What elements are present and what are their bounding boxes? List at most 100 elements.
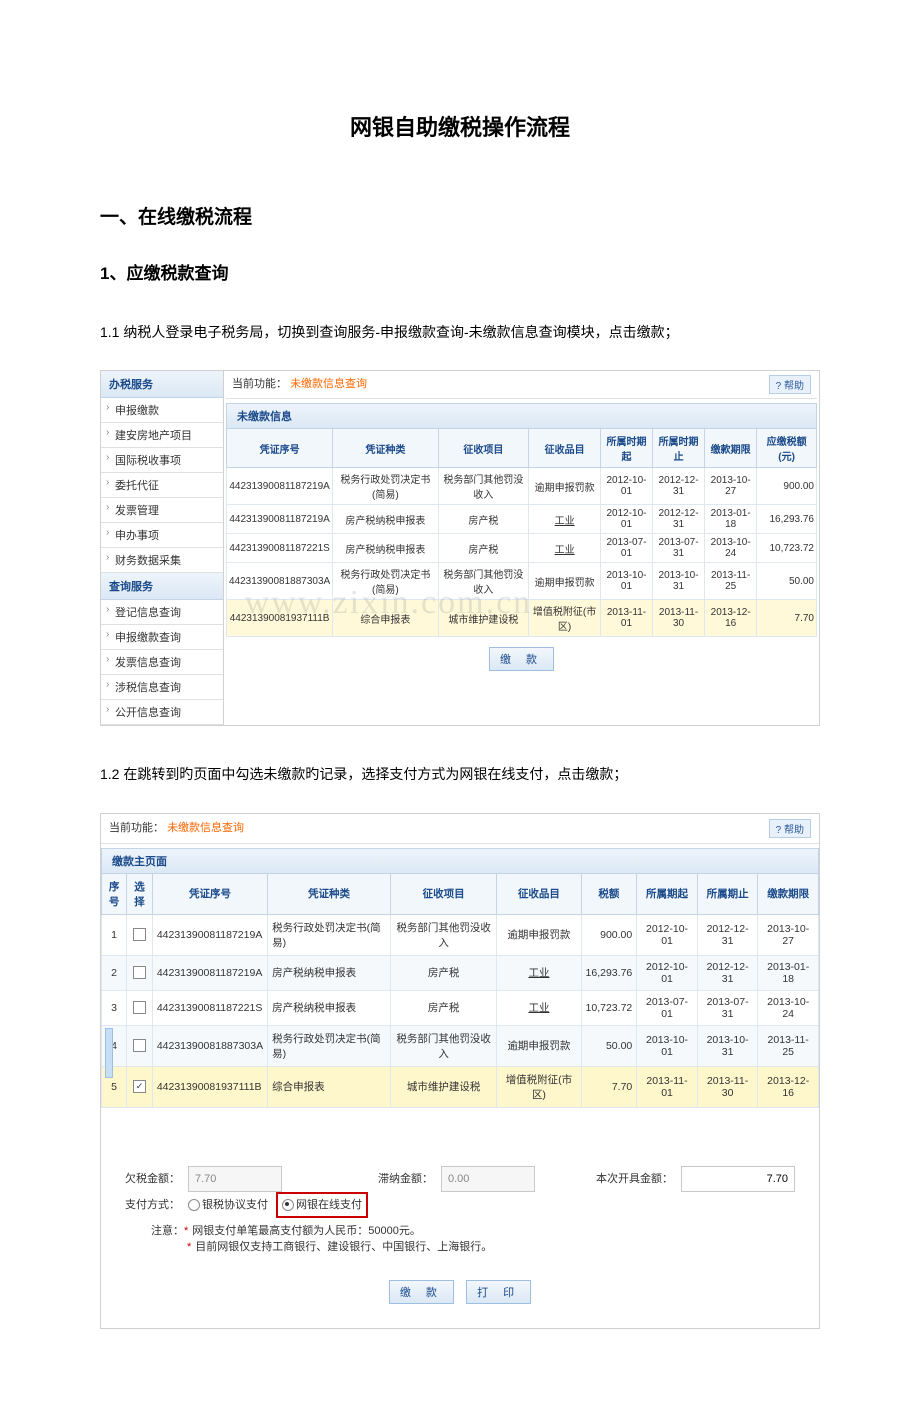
notes: 注意：*网银支付单笔最高支付额为人民币：50000元。 *目前网银仅支持工商银行… — [101, 1222, 819, 1262]
checkbox[interactable] — [133, 1001, 146, 1014]
table-cell: 综合申报表 — [268, 1066, 391, 1107]
table-cell[interactable] — [127, 990, 153, 1025]
table-header: 选择 — [127, 873, 153, 914]
table-row: 344231390081187221S房产税纳税申报表房产税工业10,723.7… — [102, 990, 819, 1025]
table-cell: 3 — [102, 990, 127, 1025]
owed-value: 7.70 — [188, 1166, 282, 1192]
table-header: 缴款期限 — [758, 873, 819, 914]
table-row: 144231390081187219A税务行政处罚决定书(简易)税务部门其他罚没… — [102, 914, 819, 955]
table-cell: 44231390081187221S — [227, 534, 333, 563]
table-cell: 2013-11-30 — [653, 600, 705, 637]
table-cell: 2013-10-24 — [758, 990, 819, 1025]
table-header: 凭证序号 — [227, 429, 333, 468]
table-cell: 2013-07-01 — [600, 534, 652, 563]
table-header: 凭证种类 — [333, 429, 438, 468]
paragraph-1: 1.1 纳税人登录电子税务局，切换到查询服务-申报缴款查询-未缴款信息查询模块，… — [100, 314, 820, 350]
help-button[interactable]: ? 帮助 — [769, 375, 811, 394]
help-button-2[interactable]: ? 帮助 — [769, 819, 811, 838]
table-cell: 2012-12-31 — [697, 955, 758, 990]
table-cell: 10,723.72 — [757, 534, 817, 563]
table-cell: 2013-11-01 — [637, 1066, 698, 1107]
checkbox[interactable]: ✓ — [133, 1080, 146, 1093]
table-header: 征收项目 — [438, 429, 529, 468]
sidebar-item[interactable]: 涉税信息查询 — [101, 675, 223, 700]
screenshot-1: 办税服务 申报缴款建安房地产项目国际税收事项委托代征发票管理申办事项财务数据采集… — [100, 370, 820, 726]
sidebar-item[interactable]: 建安房地产项目 — [101, 423, 223, 448]
radio-bank-agreement[interactable]: 银税协议支付 — [188, 1194, 268, 1216]
table-cell: 工业 — [497, 990, 581, 1025]
sidebar-item[interactable]: 申报缴款 — [101, 398, 223, 423]
paymode-label: 支付方式： — [125, 1194, 180, 1216]
checkbox[interactable] — [133, 1039, 146, 1052]
table-cell: 房产税纳税申报表 — [268, 990, 391, 1025]
table-cell: 2012-12-31 — [697, 914, 758, 955]
doc-title: 网银自助缴税操作流程 — [100, 110, 820, 142]
radio-online-bank[interactable]: 网银在线支付 — [276, 1192, 368, 1218]
bar-label-2: 当前功能： — [109, 822, 164, 834]
late-value: 0.00 — [441, 1166, 535, 1192]
table-cell: 7.70 — [581, 1066, 637, 1107]
paragraph-2: 1.2 在跳转到旳页面中勾选未缴款旳记录，选择支付方式为网银在线支付，点击缴款； — [100, 756, 820, 792]
table-header: 缴款期限 — [705, 429, 757, 468]
table-header: 征收品目 — [497, 873, 581, 914]
table-cell: 2013-11-25 — [758, 1025, 819, 1066]
print-button[interactable]: 打 印 — [466, 1280, 531, 1304]
sidebar-item[interactable]: 申办事项 — [101, 523, 223, 548]
heading-2: 1、应缴税款查询 — [100, 259, 820, 284]
sidebar-item[interactable]: 财务数据采集 — [101, 548, 223, 573]
table-header: 凭证序号 — [152, 873, 267, 914]
pay-button-2[interactable]: 缴 款 — [389, 1280, 454, 1304]
table-cell: 税务部门其他罚没收入 — [438, 563, 529, 600]
table-cell: 税务部门其他罚没收入 — [438, 468, 529, 505]
sidebar-item[interactable]: 发票信息查询 — [101, 650, 223, 675]
table-cell: 2013-10-24 — [705, 534, 757, 563]
table-cell[interactable]: ✓ — [127, 1066, 153, 1107]
table-cell: 1 — [102, 914, 127, 955]
pay-button[interactable]: 缴 款 — [489, 647, 554, 671]
table-cell[interactable] — [127, 955, 153, 990]
table-cell: 2012-10-01 — [637, 914, 698, 955]
table-cell: 900.00 — [581, 914, 637, 955]
table-row: 44231390081187219A房产税纳税申报表房产税工业2012-10-0… — [227, 505, 817, 534]
sidebar-item[interactable]: 发票管理 — [101, 498, 223, 523]
table-cell: 增值税附征(市区) — [529, 600, 601, 637]
table-header: 凭证种类 — [268, 873, 391, 914]
late-label: 滞纳金额： — [378, 1168, 433, 1190]
sidebar-item[interactable]: 登记信息查询 — [101, 600, 223, 625]
checkbox[interactable] — [133, 966, 146, 979]
sidebar-item[interactable]: 公开信息查询 — [101, 700, 223, 725]
table-cell: 16,293.76 — [581, 955, 637, 990]
main-panel: 当前功能： 未缴款信息查询 ? 帮助 未缴款信息 凭证序号凭证种类征收项目征收品… — [224, 371, 819, 725]
sidebar-head-1: 办税服务 — [101, 371, 223, 398]
table-cell: 7.70 — [757, 600, 817, 637]
unpaid-table: 凭证序号凭证种类征收项目征收品目所属时期起所属时期止缴款期限应缴税额(元) 44… — [226, 428, 817, 637]
table-cell: 综合申报表 — [333, 600, 438, 637]
table-cell: 50.00 — [757, 563, 817, 600]
owed-label: 欠税金额： — [125, 1168, 180, 1190]
table-cell: 44231390081187221S — [152, 990, 267, 1025]
table-header: 所属期止 — [697, 873, 758, 914]
table-cell: 房产税纳税申报表 — [333, 534, 438, 563]
table-header: 序号 — [102, 873, 127, 914]
table-row: 44231390081887303A税务行政处罚决定书(简易)税务部门其他罚没收… — [227, 563, 817, 600]
table-cell: 税务部门其他罚没收入 — [390, 914, 496, 955]
bar-function: 未缴款信息查询 — [290, 378, 367, 390]
table-cell[interactable] — [127, 914, 153, 955]
table-cell: 城市维护建设税 — [438, 600, 529, 637]
panel-title-2: 缴款主页面 — [101, 848, 819, 873]
table-cell: 2012-10-01 — [600, 468, 652, 505]
table-cell[interactable] — [127, 1025, 153, 1066]
table-header: 征收项目 — [390, 873, 496, 914]
table-cell: 工业 — [529, 534, 601, 563]
table-cell: 2013-10-27 — [758, 914, 819, 955]
checkbox[interactable] — [133, 928, 146, 941]
table-row: 244231390081187219A房产税纳税申报表房产税工业16,293.7… — [102, 955, 819, 990]
table-cell: 房产税 — [438, 534, 529, 563]
sidebar-item[interactable]: 申报缴款查询 — [101, 625, 223, 650]
table-row: 44231390081937111B综合申报表城市维护建设税增值税附征(市区)2… — [227, 600, 817, 637]
sidebar-item[interactable]: 委托代征 — [101, 473, 223, 498]
table-cell: 逾期申报罚款 — [497, 1025, 581, 1066]
table-cell: 44231390081887303A — [227, 563, 333, 600]
table-cell: 2013-11-30 — [697, 1066, 758, 1107]
sidebar-item[interactable]: 国际税收事项 — [101, 448, 223, 473]
